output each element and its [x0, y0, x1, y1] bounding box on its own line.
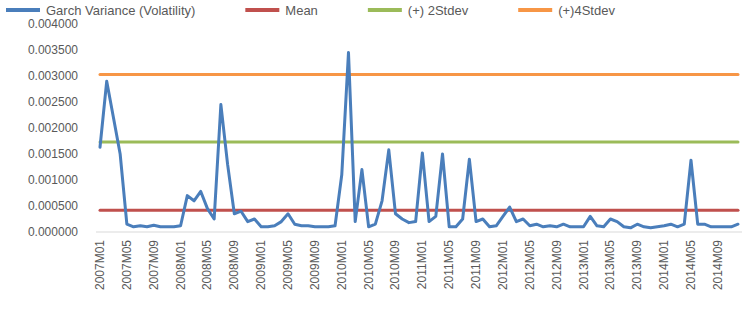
x-tick-label: 2007M01 — [93, 240, 107, 290]
y-tick-label: 0.002500 — [28, 95, 78, 109]
series-line — [100, 73, 738, 76]
series-line — [100, 53, 738, 228]
series-line — [100, 209, 738, 212]
x-tick-label: 2013M09 — [630, 240, 644, 290]
x-tick-label: 2008M05 — [200, 240, 214, 290]
legend-label: Mean — [285, 3, 318, 18]
y-tick-label: 0.001000 — [28, 173, 78, 187]
plot-area — [100, 53, 738, 228]
legend-label: Garch Variance (Volatility) — [46, 3, 195, 18]
x-tick-label: 2014M09 — [711, 240, 725, 290]
x-tick-label: 2007M05 — [120, 240, 134, 290]
y-tick-label: 0.001500 — [28, 147, 78, 161]
x-tick-label: 2013M01 — [577, 240, 591, 290]
y-tick-label: 0.002000 — [28, 121, 78, 135]
x-tick-label: 2014M05 — [684, 240, 698, 290]
x-tick-label: 2011M09 — [469, 240, 483, 289]
y-tick-label: 0.003000 — [28, 69, 78, 83]
x-tick-label: 2010M05 — [362, 240, 376, 290]
legend-label: (+) 2Stdev — [408, 3, 469, 18]
x-tick-label: 2012M09 — [550, 240, 564, 290]
legend-swatch — [368, 8, 402, 12]
legend-swatch — [518, 8, 552, 12]
x-tick-label: 2008M09 — [227, 240, 241, 290]
x-tick-label: 2009M01 — [254, 240, 268, 290]
x-tick-label: 2009M05 — [281, 240, 295, 290]
x-tick-label: 2009M09 — [308, 240, 322, 290]
legend-swatch — [245, 8, 279, 12]
legend-label: (+)4Stdev — [558, 3, 615, 18]
x-tick-label: 2007M09 — [147, 240, 161, 290]
y-tick-label: 0.000500 — [28, 199, 78, 213]
y-tick-label: 0.004000 — [28, 17, 78, 31]
legend-swatch — [6, 8, 40, 12]
legend: Garch Variance (Volatility) Mean (+) 2Stde… — [6, 3, 615, 18]
series-line — [100, 141, 738, 144]
x-tick-label: 2011M05 — [442, 240, 456, 289]
x-tick-label: 2012M05 — [523, 240, 537, 290]
chart: 0.000000 0.000500 0.001000 0.001500 0.002000… — [0, 0, 754, 328]
x-axis-line — [96, 232, 742, 233]
x-tick-label: 2013M05 — [603, 240, 617, 290]
x-tick-label: 2008M01 — [174, 240, 188, 290]
y-tick-label: 0.000000 — [28, 225, 78, 239]
y-tick-label: 0.003500 — [28, 43, 78, 57]
x-tick-label: 2010M01 — [335, 240, 349, 290]
x-tick-label: 2011M01 — [415, 240, 429, 289]
x-tick-label: 2010M09 — [388, 240, 402, 290]
x-tick-label: 2014M01 — [657, 240, 671, 290]
x-tick-label: 2012M01 — [496, 240, 510, 290]
